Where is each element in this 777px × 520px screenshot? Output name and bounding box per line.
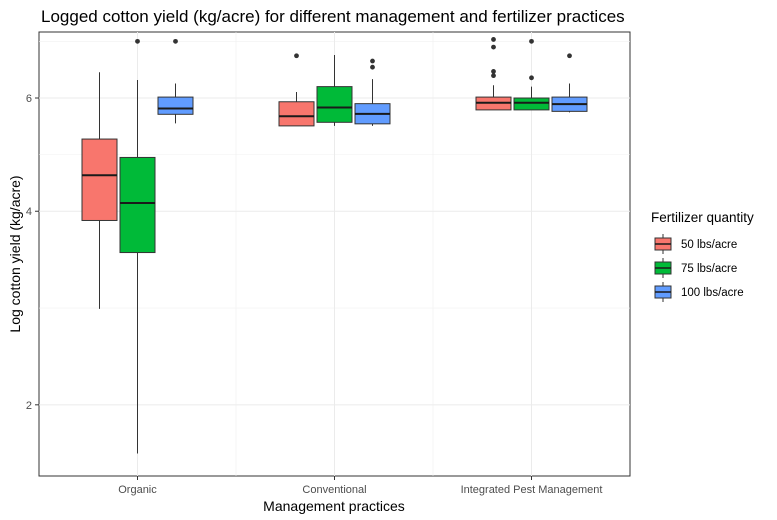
outlier-point [491, 68, 496, 74]
x-tick-label: Conventional [302, 484, 366, 496]
outlier-point [173, 38, 178, 44]
legend-item: 100 lbs/acre [654, 282, 744, 302]
box-0-2 [157, 38, 194, 124]
outlier-point [491, 37, 496, 42]
outlier-point [135, 38, 140, 44]
box-0-1 [119, 38, 156, 454]
y-tick-label: 4 [26, 206, 32, 218]
legend: Fertilizer quantity 50 lbs/acre 75 lbs/ac… [651, 210, 754, 302]
box-1-2 [354, 58, 391, 126]
box-body [278, 101, 315, 127]
legend-label: 50 lbs/acre [681, 239, 737, 251]
box-0-0 [81, 72, 118, 309]
outlier-point [294, 53, 299, 59]
box-body [119, 156, 156, 254]
box-2-2 [551, 53, 588, 113]
y-axis-title: Log cotton yield (kg/acre) [7, 175, 23, 332]
outlier-point [567, 53, 572, 59]
legend-title: Fertilizer quantity [651, 210, 754, 225]
x-axis-title: Management practices [263, 498, 405, 514]
outlier-point [491, 44, 496, 50]
box-body [316, 86, 353, 123]
box-2-1 [513, 38, 550, 111]
outlier-point [370, 58, 375, 64]
outlier-point [491, 73, 496, 79]
legend-label: 100 lbs/acre [681, 287, 744, 299]
x-tick-label: Integrated Pest Management [461, 484, 603, 496]
box-body [157, 96, 194, 115]
box-1-1 [316, 54, 353, 126]
y-tick-label: 2 [26, 400, 32, 412]
x-tick-label: Organic [118, 484, 157, 496]
box-2-0 [475, 37, 512, 111]
box-body [81, 138, 118, 221]
legend-label: 75 lbs/acre [681, 263, 737, 275]
box-1-0 [278, 53, 315, 127]
legend-item: 50 lbs/acre [654, 234, 737, 254]
y-tick-label: 6 [26, 93, 32, 105]
axes: 2 4 6 Organic Conventional Integrated Pest Ma… [26, 93, 603, 496]
outlier-point [529, 38, 534, 44]
chart-title: Logged cotton yield (kg/acre) for differ… [41, 7, 625, 26]
outlier-point [529, 75, 534, 81]
outlier-point [370, 64, 375, 70]
legend-item: 75 lbs/acre [654, 258, 737, 278]
boxplots [81, 37, 588, 454]
box-body [513, 97, 550, 111]
